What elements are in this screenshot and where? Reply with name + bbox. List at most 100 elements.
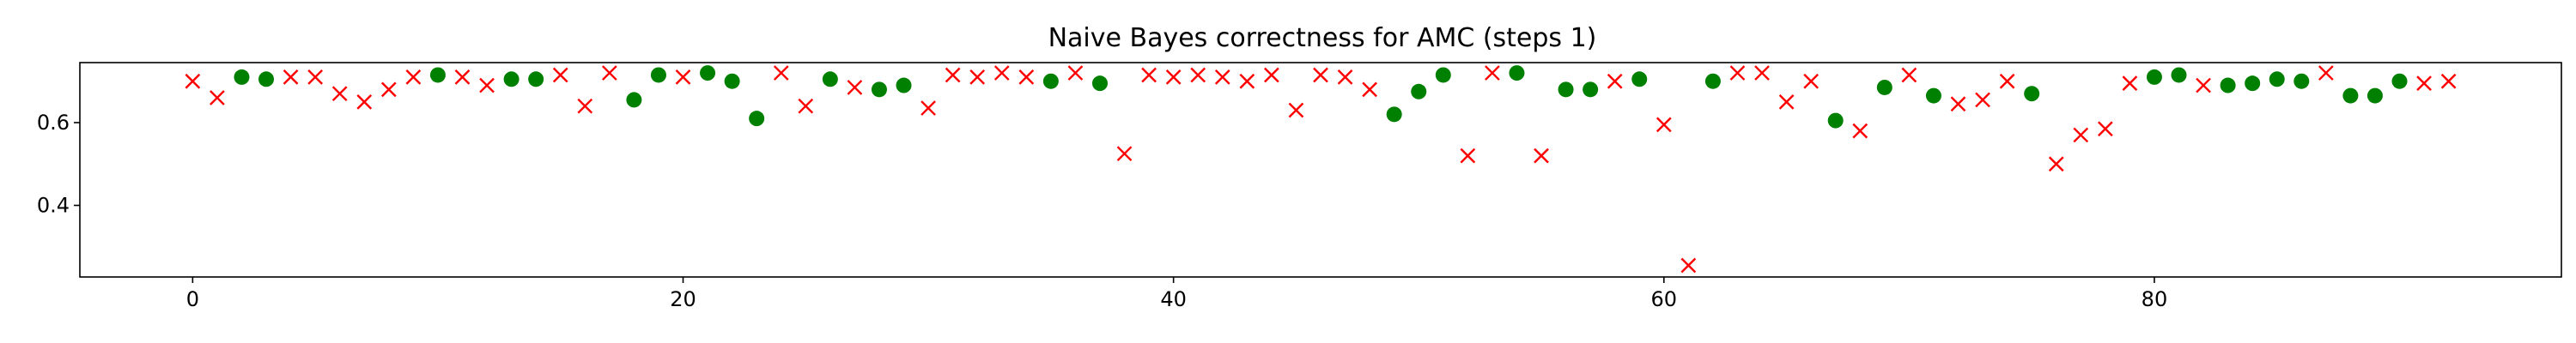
correct-point xyxy=(1876,79,1893,95)
incorrect-point xyxy=(1018,69,1035,85)
correct-point xyxy=(234,69,250,85)
x-tick-label: 20 xyxy=(670,287,696,311)
incorrect-point xyxy=(920,100,936,116)
incorrect-point xyxy=(969,69,986,85)
incorrect-point xyxy=(1656,117,1672,133)
plot-area xyxy=(80,63,2561,277)
incorrect-point xyxy=(454,69,471,85)
correct-point xyxy=(2171,67,2187,83)
incorrect-point xyxy=(1534,147,1549,164)
correct-point xyxy=(1042,73,1059,89)
correct-point xyxy=(896,77,912,93)
incorrect-point xyxy=(1313,67,1328,83)
incorrect-point xyxy=(283,69,299,85)
incorrect-point xyxy=(356,94,373,110)
incorrect-point xyxy=(1975,92,1990,108)
chart-title: Naive Bayes correctness for AMC (steps 1… xyxy=(1048,23,1597,53)
correct-point xyxy=(822,71,838,87)
incorrect-point xyxy=(773,65,789,81)
correct-point xyxy=(2220,77,2236,93)
correct-point xyxy=(2391,73,2408,89)
correct-point xyxy=(2024,86,2040,102)
incorrect-point xyxy=(945,67,961,83)
incorrect-point xyxy=(1116,146,1133,162)
incorrect-point xyxy=(2097,121,2113,137)
correct-point xyxy=(2146,69,2162,85)
incorrect-point xyxy=(1214,69,1230,85)
incorrect-point xyxy=(1362,81,1377,98)
incorrect-point xyxy=(1607,73,1623,89)
correct-point xyxy=(2269,71,2285,87)
incorrect-point xyxy=(405,69,422,85)
incorrect-point xyxy=(1067,65,1084,81)
incorrect-point xyxy=(1485,65,1500,81)
incorrect-point xyxy=(601,65,617,81)
incorrect-point xyxy=(185,73,201,89)
incorrect-point xyxy=(1803,73,1819,89)
correct-point xyxy=(2366,87,2383,104)
x-tick-label: 0 xyxy=(186,287,199,311)
incorrect-point xyxy=(993,65,1010,81)
incorrect-point xyxy=(380,81,397,98)
correct-point xyxy=(1091,75,1108,92)
correct-point xyxy=(2245,75,2261,92)
incorrect-point xyxy=(798,98,814,114)
incorrect-point xyxy=(307,69,323,85)
y-tick-label: 0.6 xyxy=(37,111,70,135)
plot-frame xyxy=(79,62,2562,278)
data-points xyxy=(185,65,2457,274)
incorrect-point xyxy=(675,69,691,85)
correct-point xyxy=(700,65,716,81)
correct-point xyxy=(2342,87,2359,104)
incorrect-point xyxy=(2073,127,2089,143)
correct-point xyxy=(503,71,519,87)
incorrect-point xyxy=(1852,123,1868,139)
incorrect-point xyxy=(2196,77,2211,93)
incorrect-point xyxy=(331,86,348,102)
incorrect-point xyxy=(2048,156,2064,172)
correct-point xyxy=(2293,73,2310,89)
incorrect-point xyxy=(2416,75,2432,91)
correct-point xyxy=(749,111,765,127)
incorrect-point xyxy=(552,67,568,83)
x-tick-label: 40 xyxy=(1160,287,1187,311)
incorrect-point xyxy=(1165,69,1182,85)
incorrect-point xyxy=(1680,257,1697,274)
incorrect-point xyxy=(1141,67,1157,83)
incorrect-point xyxy=(1778,94,1795,110)
incorrect-point xyxy=(2122,75,2138,91)
incorrect-point xyxy=(210,90,225,105)
correct-point xyxy=(626,92,642,108)
correct-point xyxy=(1509,65,1525,81)
incorrect-point xyxy=(1288,102,1304,118)
correct-point xyxy=(258,71,275,87)
incorrect-point xyxy=(847,80,863,95)
axis-ticks: 0 20 40 60 80 0.4 0.6 xyxy=(37,111,2167,311)
incorrect-point xyxy=(577,98,593,114)
correct-point xyxy=(1925,87,1941,104)
correct-point xyxy=(724,73,740,89)
correct-point xyxy=(429,67,446,83)
correct-point xyxy=(1435,67,1451,83)
incorrect-point xyxy=(1999,73,2015,89)
incorrect-point xyxy=(1239,73,1255,89)
y-tick-label: 0.4 xyxy=(37,194,70,218)
correct-point xyxy=(1386,106,1402,123)
incorrect-point xyxy=(1190,67,1206,83)
correct-point xyxy=(1704,73,1721,89)
x-tick-label: 80 xyxy=(2142,287,2168,311)
incorrect-point xyxy=(1754,65,1770,81)
correct-point xyxy=(528,71,544,87)
incorrect-point xyxy=(1901,67,1917,83)
correct-point xyxy=(871,81,887,98)
incorrect-point xyxy=(2318,65,2334,81)
correct-point xyxy=(650,67,666,83)
correct-point xyxy=(1827,112,1844,129)
incorrect-point xyxy=(479,77,495,93)
incorrect-point xyxy=(2440,73,2457,89)
incorrect-point xyxy=(1729,65,1746,81)
incorrect-point xyxy=(1264,67,1279,83)
correct-point xyxy=(1631,71,1648,87)
correct-point xyxy=(1558,81,1574,98)
